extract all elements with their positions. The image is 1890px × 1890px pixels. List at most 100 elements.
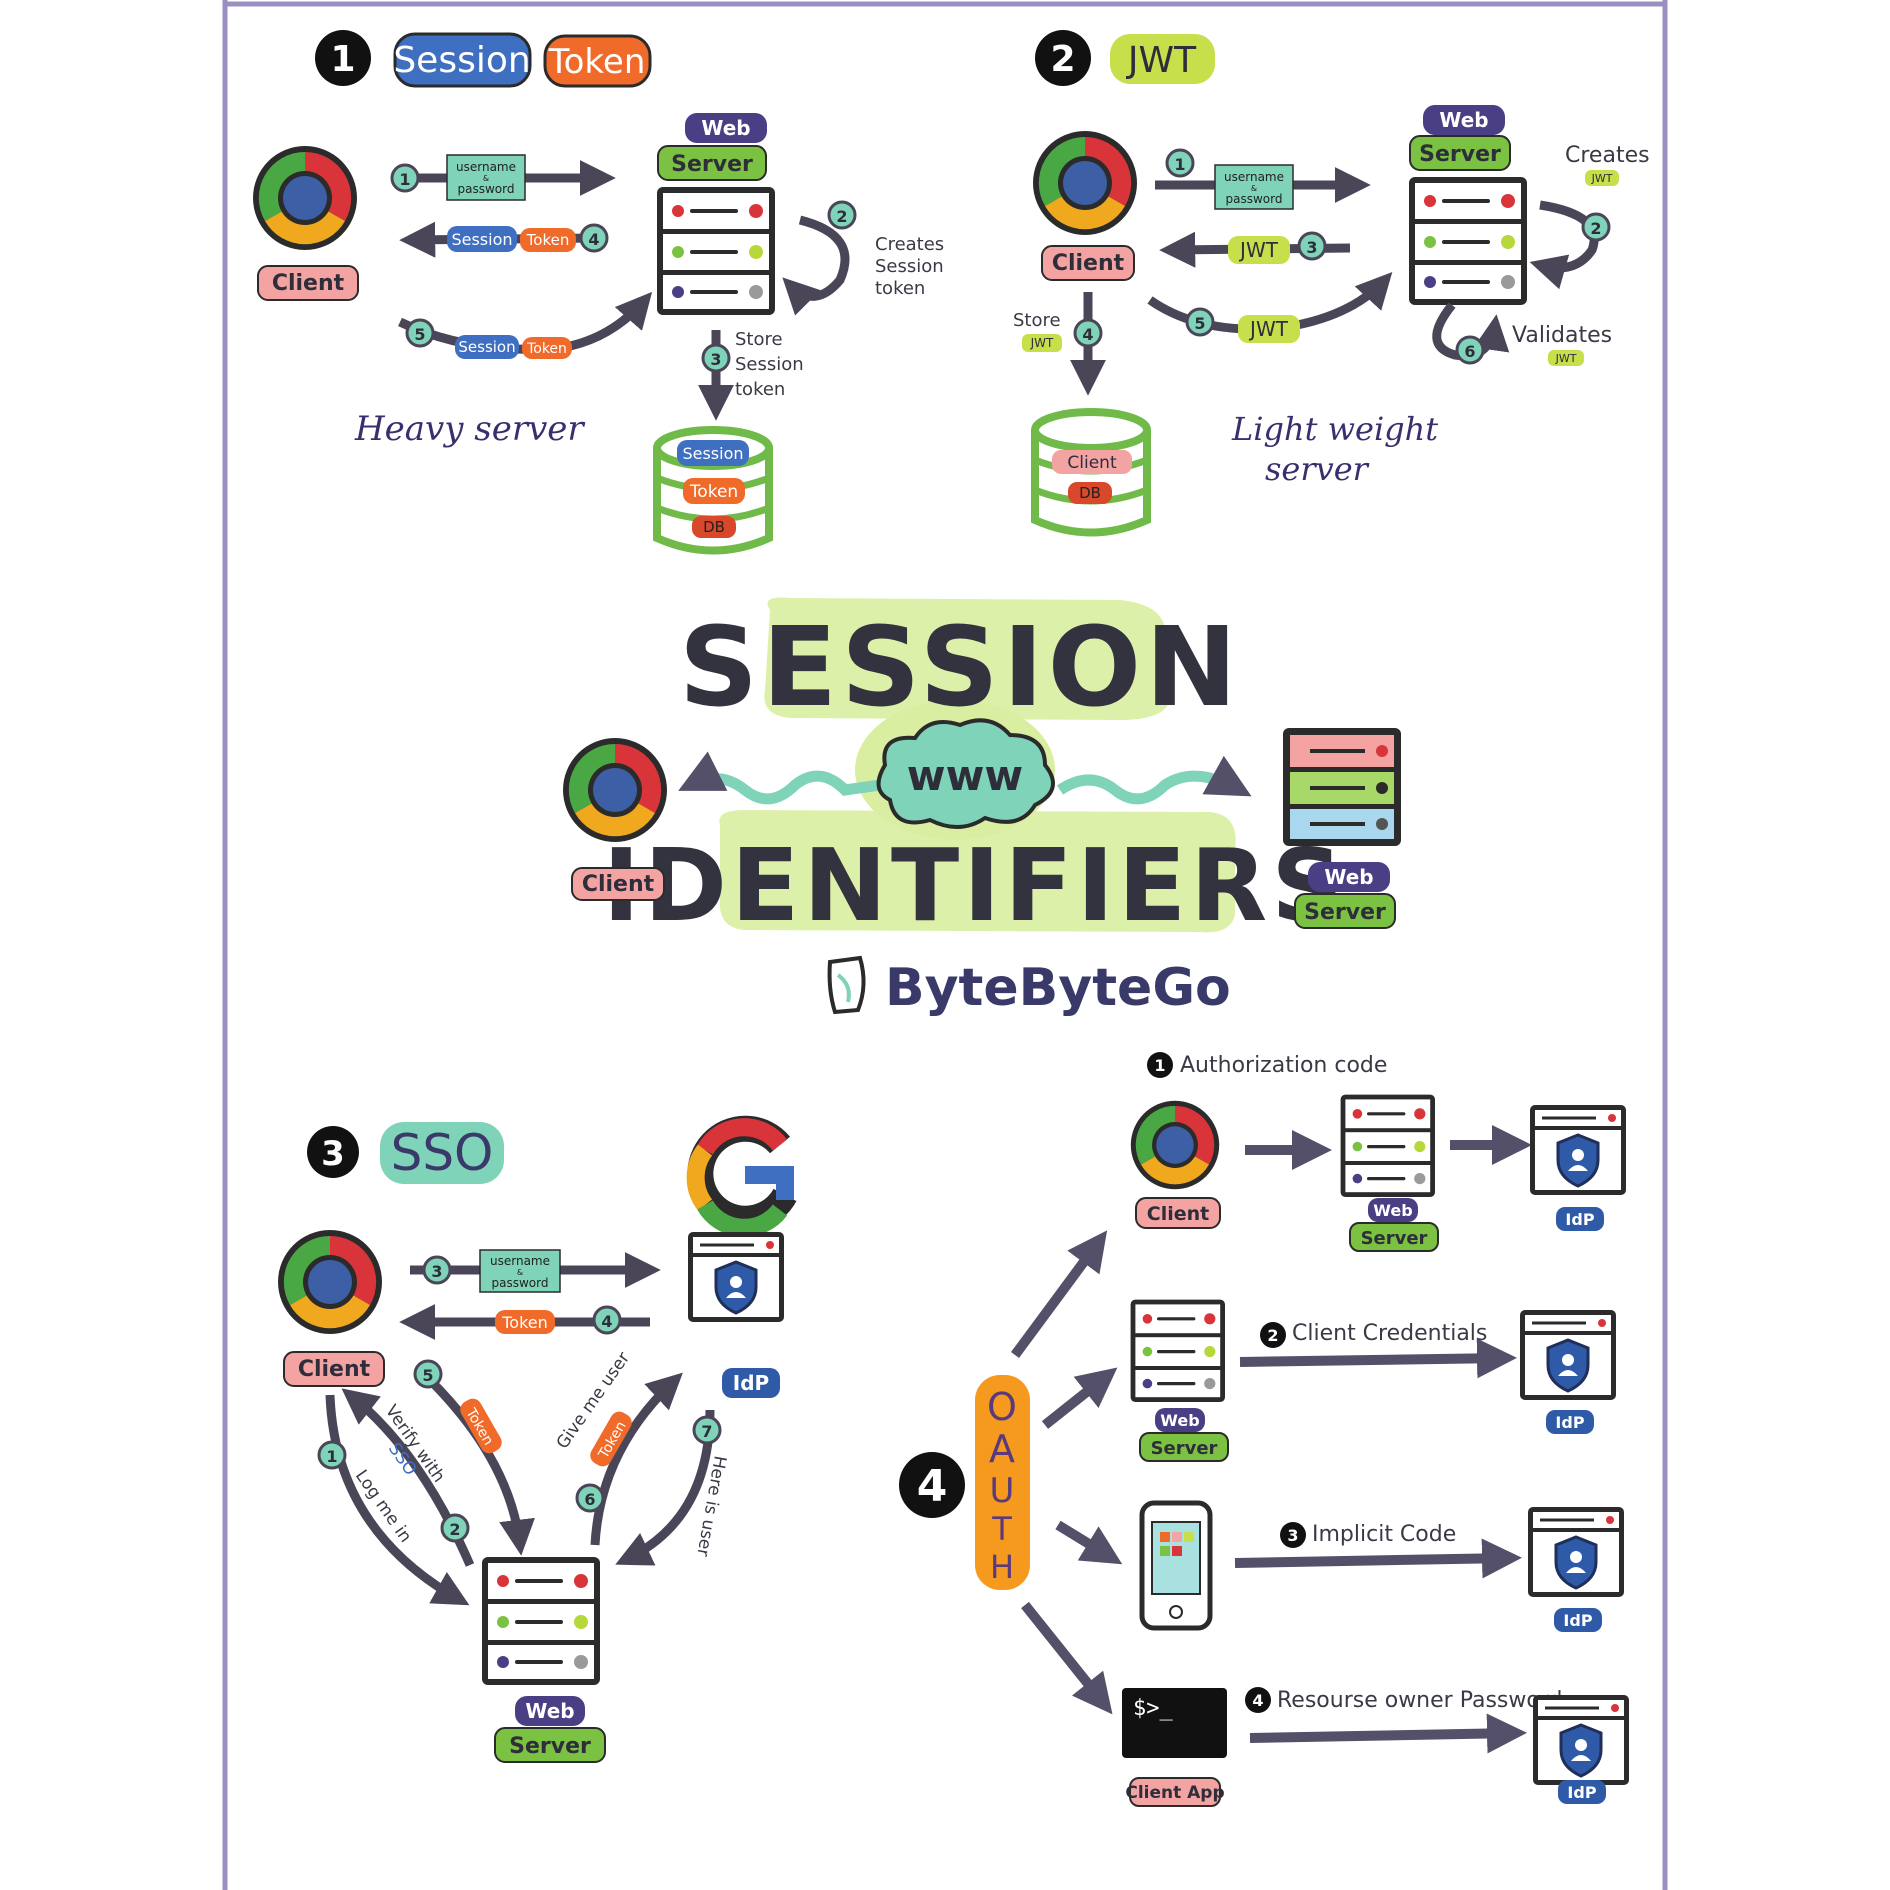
flow-3-badge [1280, 1522, 1306, 1548]
jwt-step-4: 4 [1082, 325, 1093, 344]
center-client-icon [563, 738, 667, 842]
wavy-arrow-right [1056, 755, 1252, 805]
jwt-server-label: Server [1419, 142, 1501, 167]
jwt-step-1: 1 [1174, 155, 1185, 174]
flow-2-idp-tag [1546, 1410, 1594, 1434]
sso-step-5: 5 [422, 1366, 433, 1385]
sso-credentials-box [479, 1249, 561, 1293]
flow-2-web-label: Web [1160, 1411, 1199, 1430]
db-token-label: Token [689, 482, 738, 502]
google-icon [686, 1115, 797, 1237]
jwt-validates-tag [1548, 350, 1584, 366]
jwt-creates-tag [1585, 170, 1619, 186]
flow-1-client-icon [1130, 1100, 1220, 1190]
creates-line1: Creates [875, 234, 944, 255]
creates-line3: token [875, 278, 925, 299]
client-icon [253, 146, 357, 250]
sso-step-6: 6 [584, 1490, 595, 1509]
store-line2: Session [735, 354, 804, 375]
sso-idp-icon [686, 1230, 786, 1324]
web-tag [685, 113, 767, 143]
sso-verify-with: Verify with [381, 1401, 449, 1486]
step-4: 4 [588, 230, 599, 249]
flow-1-label: Authorization code [1180, 1053, 1387, 1078]
store-line3: token [735, 379, 785, 400]
jwt-return-tag [1228, 236, 1290, 264]
lightweight-caption-1: Light weight [1231, 410, 1438, 448]
return-session-label: Session [451, 230, 512, 249]
oauth-arrow-implicit [1055, 1520, 1123, 1565]
oauth-letter-h: H [990, 1548, 1014, 1586]
flow-4-number: 4 [1252, 1691, 1263, 1710]
sso-token-tag-6 [590, 1411, 632, 1467]
web-server-icon [655, 185, 777, 317]
arrow-session-token-request [398, 291, 653, 354]
flow-4-idp-tag [1558, 1780, 1606, 1804]
credentials-amp: & [483, 174, 489, 183]
db-session-tag [677, 440, 749, 466]
request-token-label: Token [526, 341, 567, 357]
center-title: Session Identifiers www Client Web Serve… [563, 597, 1401, 1018]
jwt-server-icon [1407, 175, 1529, 307]
token-tag-label: Token [548, 42, 646, 82]
db-token-tag [683, 478, 745, 504]
flow-3-phone-icon [1139, 1500, 1213, 1631]
center-web-label: Web [1324, 865, 1373, 889]
cloud-label: www [907, 751, 1023, 800]
flow-4-client-app-bg [1129, 1777, 1221, 1807]
flow-1-client-label-bg [1135, 1197, 1221, 1229]
sso-token-tag-5 [460, 1398, 502, 1454]
sso-arrow-log-me-in [325, 1394, 470, 1606]
db-session-label: Session [682, 444, 743, 463]
flow-1-badge [1147, 1052, 1173, 1078]
flow-2-idp-label: IdP [1555, 1413, 1584, 1432]
session-tag-label: Session [393, 40, 530, 81]
jwt-creates-label: Creates [1565, 143, 1650, 168]
jwt-step-3: 3 [1306, 238, 1317, 257]
jwt-store-tag [1022, 334, 1062, 352]
client-db-db-label: DB [1079, 484, 1101, 502]
jwt-step-6: 6 [1464, 342, 1475, 361]
flow-2-server-tag [1139, 1432, 1229, 1462]
center-server-tag [1294, 893, 1396, 929]
flow-4-idp-icon [1531, 1693, 1631, 1787]
title-line-2: Identifiers [603, 827, 1348, 944]
flow-1-web-label: Web [1373, 1201, 1412, 1220]
sso-step-3: 3 [431, 1262, 442, 1281]
sso-client-icon [278, 1230, 382, 1334]
flow-1-idp-label: IdP [1565, 1210, 1594, 1229]
oauth-arrow-client-credentials [1041, 1367, 1118, 1429]
sso-server-icon [480, 1555, 602, 1687]
lightweight-caption-2: server [1265, 450, 1370, 488]
jwt-arrow-validate-loop [1432, 302, 1510, 361]
request-session-label: Session [458, 338, 515, 356]
section-3-badge [307, 1126, 359, 1178]
client-label: Client [272, 271, 345, 296]
flow-3-idp-icon [1526, 1505, 1626, 1599]
jwt-title-tag [1110, 34, 1215, 84]
token-tag [543, 34, 652, 88]
flow-4-label: Resourse owner Password [1277, 1688, 1562, 1713]
flow-1-server-tag [1349, 1222, 1439, 1252]
flow-2-label: Client Credentials [1292, 1321, 1487, 1346]
credentials-box [446, 154, 526, 201]
sso-idp-label: IdP [733, 1371, 769, 1395]
flow-4-terminal-label: $>_ [1133, 1696, 1173, 1721]
oauth-arrow-resource-owner [1021, 1601, 1113, 1715]
flow-2-server-icon [1128, 1297, 1227, 1404]
oauth-letter-a: A [989, 1427, 1015, 1471]
flow-4-badge [1245, 1687, 1271, 1713]
title-highlight-top [764, 597, 1170, 720]
jwt-creates-tag-label: JWT [1591, 172, 1613, 185]
section-session-token: 1 Session Token Client Web Server 1 user… [253, 30, 944, 551]
flow-2-server-label: Server [1151, 1438, 1218, 1459]
sso-step-4: 4 [601, 1312, 612, 1331]
flow-1-idp-tag [1556, 1207, 1604, 1231]
request-token-tag [522, 337, 572, 359]
flow-3-number: 3 [1287, 1526, 1298, 1545]
jwt-client-label-bg [1041, 245, 1135, 281]
sso-title-tag [380, 1122, 504, 1184]
flow-3-arrow [1234, 1538, 1522, 1579]
oauth-letter-t: T [991, 1510, 1012, 1548]
bytebytego-logo-icon [827, 955, 866, 1015]
